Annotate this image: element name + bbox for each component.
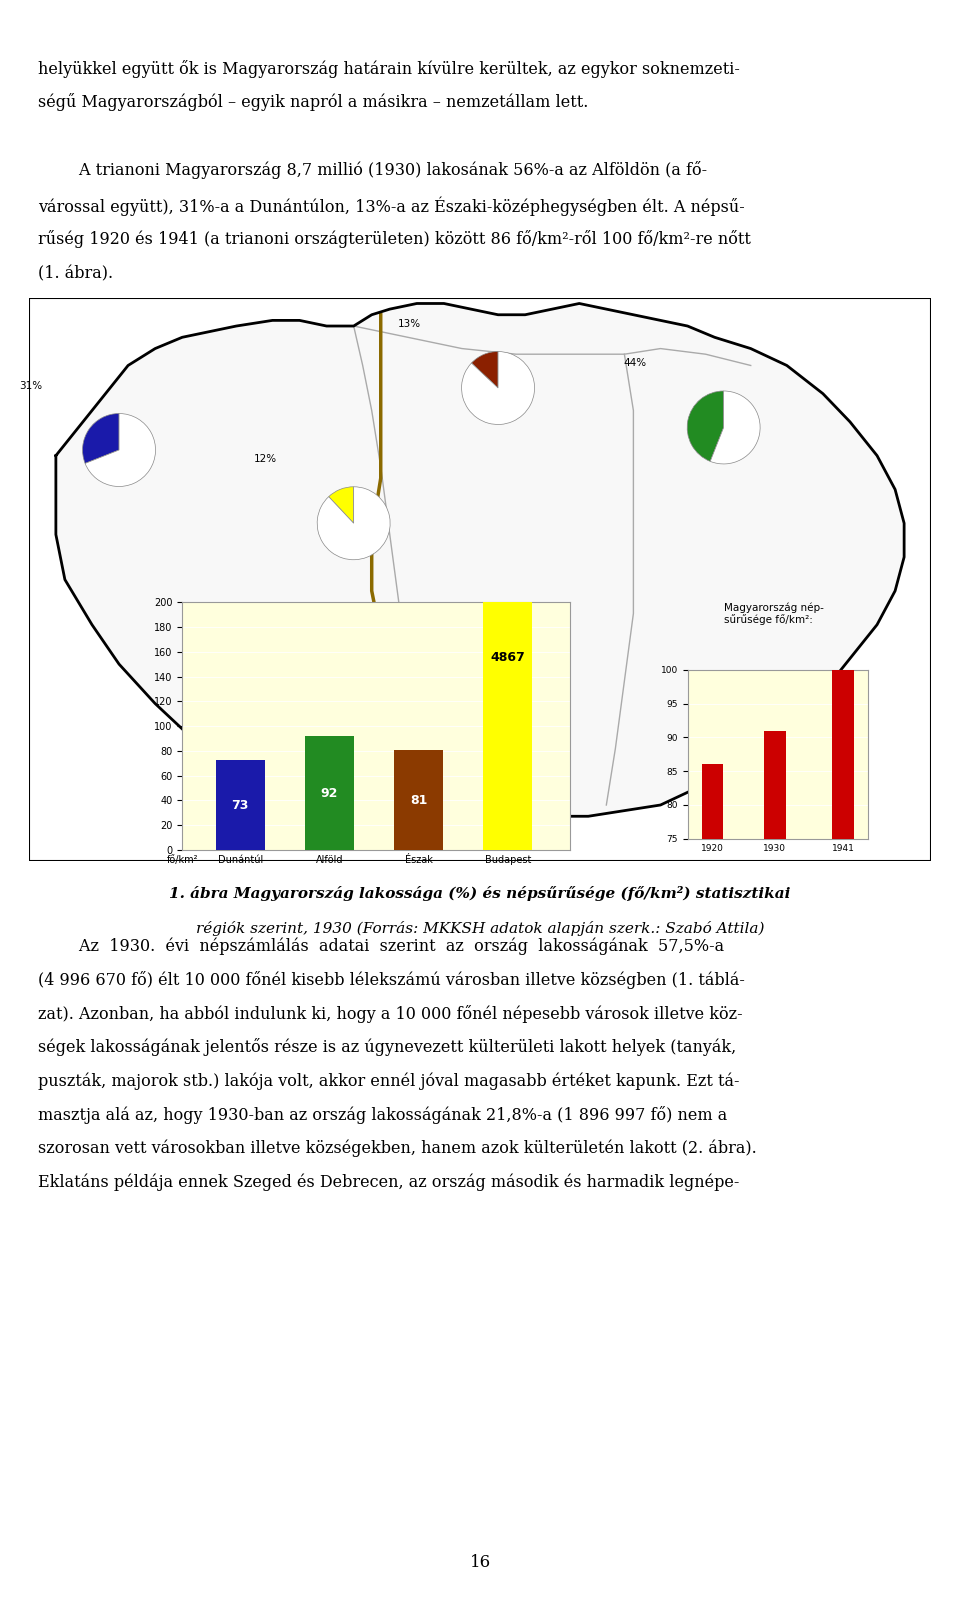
Wedge shape [85, 414, 156, 486]
Wedge shape [710, 391, 760, 464]
Text: 13%: 13% [397, 319, 420, 328]
Polygon shape [56, 303, 904, 816]
Text: (4 996 670 fő) élt 10 000 főnél kisebb lélekszámú városban illetve községben (1.: (4 996 670 fő) élt 10 000 főnél kisebb l… [38, 971, 745, 989]
Text: régiók szerint, 1930 (Forrás: MKKSH adatok alapján szerk.: Szabó Attila): régiók szerint, 1930 (Forrás: MKKSH adat… [196, 921, 764, 935]
Bar [216, 760, 265, 850]
Wedge shape [462, 351, 535, 425]
Text: ségű Magyarországból – egyik napról a másikra – nemzetállam lett.: ségű Magyarországból – egyik napról a má… [38, 93, 588, 111]
Text: 73: 73 [231, 799, 249, 811]
Text: 1. ábra Magyarország lakossága (%) és népsűrűsége (fő/km²) statisztikai: 1. ábra Magyarország lakossága (%) és né… [169, 886, 791, 900]
Bar [394, 750, 444, 850]
Text: 92: 92 [321, 787, 338, 800]
Bar [764, 731, 785, 1346]
Text: masztja alá az, hogy 1930-ban az ország lakosságának 21,8%-a (1 896 997 fő) nem : masztja alá az, hogy 1930-ban az ország … [38, 1106, 728, 1124]
Text: szorosan vett városokban illetve községekben, hanem azok külterületén lakott (2.: szorosan vett városokban illetve községe… [38, 1140, 757, 1158]
Bar [305, 736, 354, 850]
Text: helyükkel együtt ők is Magyarország határain kívülre kerültek, az egykor soknemz: helyükkel együtt ők is Magyarország hatá… [38, 60, 740, 77]
Wedge shape [83, 414, 119, 464]
Text: (1. ábra).: (1. ábra). [38, 266, 113, 283]
Text: 31%: 31% [19, 380, 42, 391]
Bar [702, 765, 723, 1346]
Wedge shape [328, 486, 353, 523]
Text: zat). Azonban, ha abból indulunk ki, hogy a 10 000 főnél népesebb városok illetv: zat). Azonban, ha abból indulunk ki, hog… [38, 1005, 743, 1022]
Wedge shape [471, 351, 498, 388]
Text: 16: 16 [469, 1554, 491, 1571]
Text: várossal együtt), 31%-a a Dunántúlon, 13%-a az Északi-középhegységben élt. A nép: várossal együtt), 31%-a a Dunántúlon, 13… [38, 196, 745, 216]
Text: Eklatáns példája ennek Szeged és Debrecen, az ország második és harmadik legnépe: Eklatáns példája ennek Szeged és Debrece… [38, 1174, 740, 1191]
Text: rűség 1920 és 1941 (a trianoni országterületen) között 86 fő/km²-ről 100 fő/km²-: rűség 1920 és 1941 (a trianoni országter… [38, 230, 752, 248]
Wedge shape [317, 486, 390, 560]
Text: Magyarország nép-
sűrűsége fő/km²:: Magyarország nép- sűrűsége fő/km²: [724, 602, 824, 625]
Text: puszták, majorok stb.) lakója volt, akkor ennél jóval magasabb értéket kapunk. E: puszták, majorok stb.) lakója volt, akko… [38, 1072, 740, 1090]
Text: ségek lakosságának jelentős része is az úgynevezett külterületi lakott helyek (t: ségek lakosságának jelentős része is az … [38, 1038, 736, 1056]
Bar [483, 602, 533, 850]
Text: A trianoni Magyarország 8,7 millió (1930) lakosának 56%-a az Alföldön (a fő-: A trianoni Magyarország 8,7 millió (1930… [38, 161, 708, 179]
Bar [832, 670, 854, 1346]
Text: 4867: 4867 [491, 652, 525, 665]
Text: 12%: 12% [253, 454, 276, 464]
Text: 44%: 44% [623, 357, 646, 369]
Wedge shape [687, 391, 724, 462]
Text: 81: 81 [410, 794, 427, 807]
Text: Az  1930.  évi  népszámlálás  adatai  szerint  az  ország  lakosságának  57,5%-a: Az 1930. évi népszámlálás adatai szerint… [38, 937, 725, 955]
